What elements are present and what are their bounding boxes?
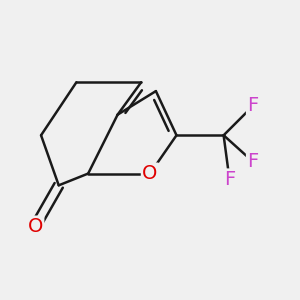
Text: F: F [248,152,259,171]
Text: O: O [28,217,43,236]
Text: O: O [142,164,158,183]
Text: F: F [224,170,235,189]
Text: F: F [248,96,259,115]
